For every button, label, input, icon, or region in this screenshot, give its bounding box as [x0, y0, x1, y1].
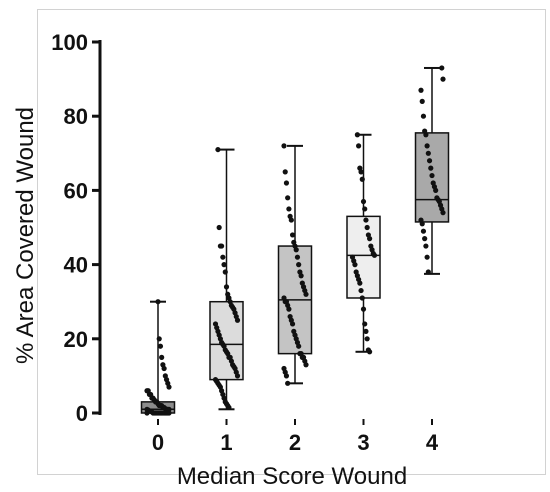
data-point: [144, 388, 150, 394]
data-point: [286, 206, 292, 212]
data-point: [353, 269, 359, 275]
data-point: [157, 343, 164, 349]
data-point: [282, 169, 288, 175]
data-point: [440, 76, 446, 82]
data-point: [287, 313, 293, 320]
data-point: [362, 321, 368, 327]
data-point: [354, 132, 360, 138]
data-point: [223, 284, 230, 290]
data-point: [364, 224, 370, 231]
box-group-1: [209, 146, 244, 411]
data-point: [360, 306, 367, 312]
data-point: [422, 128, 428, 134]
y-tick-label: 0: [76, 401, 88, 426]
data-point: [363, 217, 369, 223]
data-point: [281, 295, 287, 301]
data-point: [155, 299, 161, 305]
data-point: [360, 198, 367, 205]
data-point: [215, 146, 221, 153]
data-point: [368, 243, 374, 249]
x-tick-label: 2: [289, 430, 301, 455]
data-point: [287, 213, 293, 219]
x-tick-label: 4: [426, 430, 439, 455]
data-point: [159, 354, 165, 360]
data-point: [212, 321, 219, 327]
data-point: [430, 180, 436, 186]
data-point: [357, 165, 363, 171]
data-point: [426, 158, 433, 164]
data-point: [356, 143, 362, 149]
x-tick-label: 0: [152, 430, 164, 455]
data-point: [217, 243, 223, 249]
chart-axes: 0 20 40 60 80 100 0 1 2 3 4: [51, 30, 439, 455]
data-point: [419, 98, 425, 104]
data-point: [297, 351, 303, 357]
y-axis-title: % Area Covered Wound: [12, 107, 39, 364]
box-group-0: [140, 299, 176, 416]
data-point: [281, 143, 287, 149]
data-point: [349, 254, 356, 260]
data-point: [299, 280, 305, 286]
data-point: [364, 336, 370, 342]
data-point: [291, 239, 297, 245]
box-group-2: [277, 143, 313, 386]
data-point: [362, 206, 368, 212]
data-point: [429, 172, 435, 179]
data-point: [424, 254, 430, 260]
data-point: [297, 269, 303, 275]
box-iqr: [209, 300, 244, 381]
data-point: [285, 195, 291, 201]
data-point: [291, 328, 297, 334]
data-point: [365, 347, 371, 353]
data-point: [144, 406, 150, 412]
data-point: [425, 150, 431, 156]
data-point: [221, 262, 227, 268]
data-point: [285, 380, 291, 386]
data-point: [162, 373, 168, 379]
data-point: [363, 328, 369, 334]
chart-marks: [140, 65, 450, 416]
x-tick-label: 1: [220, 430, 232, 455]
data-point: [365, 232, 371, 238]
data-point: [359, 295, 365, 301]
data-point: [423, 243, 429, 249]
y-tick-label: 80: [64, 104, 88, 129]
data-point: [424, 143, 430, 149]
data-point: [434, 195, 440, 201]
data-point: [418, 87, 424, 93]
x-axis-title: Median Score Wound: [177, 463, 407, 490]
data-point: [420, 113, 427, 119]
box-group-4: [414, 65, 450, 275]
y-tick-label: 100: [51, 30, 88, 55]
data-point: [296, 262, 302, 268]
data-point: [428, 165, 434, 171]
y-tick-label: 20: [64, 327, 88, 352]
data-point: [420, 228, 427, 234]
data-point: [294, 254, 301, 260]
data-point: [422, 236, 428, 242]
data-point: [289, 232, 296, 238]
y-tick-label: 60: [64, 178, 88, 203]
data-point: [418, 217, 424, 223]
data-point: [283, 180, 290, 186]
data-point: [222, 269, 228, 275]
box-group-3: [346, 132, 381, 355]
y-tick-label: 40: [64, 253, 88, 278]
x-tick-label: 3: [357, 430, 369, 455]
data-point: [425, 269, 431, 275]
data-point: [225, 291, 231, 297]
data-point: [216, 224, 222, 231]
data-point: [358, 287, 364, 294]
data-point: [160, 362, 166, 368]
chart-frame: [37, 9, 546, 475]
data-point: [439, 65, 445, 71]
data-point: [212, 377, 219, 383]
data-point: [359, 176, 365, 182]
data-point: [220, 254, 226, 260]
data-point: [156, 336, 162, 342]
data-point: [281, 365, 287, 372]
